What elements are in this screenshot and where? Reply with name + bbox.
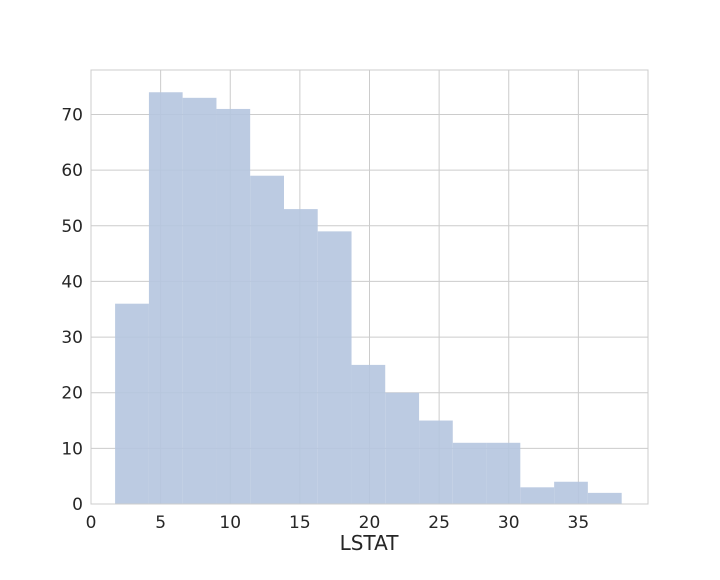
- y-tick-label: 10: [61, 439, 83, 459]
- histogram-bar: [351, 364, 386, 504]
- y-tick-label: 40: [61, 272, 83, 292]
- histogram-bar: [419, 420, 453, 504]
- y-tick-label: 30: [61, 328, 83, 348]
- histogram-bar: [284, 209, 318, 504]
- x-tick-label: 25: [428, 513, 450, 533]
- y-tick-label: 60: [61, 161, 83, 181]
- histogram-bar: [554, 481, 588, 504]
- x-tick-label: 0: [86, 513, 97, 533]
- y-tick-label: 70: [61, 106, 83, 126]
- histogram-bar: [115, 303, 149, 504]
- histogram-bar: [148, 92, 183, 504]
- plot-frame: [90, 69, 649, 505]
- x-tick-label: 20: [359, 513, 381, 533]
- x-tick-label: 35: [568, 513, 590, 533]
- histogram-bar: [182, 97, 217, 505]
- histogram-bar: [587, 492, 622, 504]
- y-tick-label: 50: [61, 217, 83, 237]
- x-axis-tick-labels: 0 5 10 15 20 25 30 35: [86, 513, 590, 533]
- x-axis-label: LSTAT: [340, 531, 400, 555]
- x-tick-label: 5: [155, 513, 166, 533]
- x-tick-label: 15: [289, 513, 311, 533]
- y-tick-label: 20: [61, 384, 83, 404]
- x-tick-label: 30: [498, 513, 520, 533]
- histogram-bar: [216, 108, 251, 504]
- x-tick-label: 10: [219, 513, 241, 533]
- histogram-bar: [385, 392, 420, 504]
- histogram-bar: [486, 442, 521, 504]
- bars-layer: [115, 92, 622, 505]
- histogram-bar: [317, 231, 352, 504]
- histogram-bar: [250, 175, 285, 504]
- y-axis-tick-labels: 0 10 20 30 40 50 60 70: [61, 106, 83, 515]
- y-tick-label: 0: [72, 495, 83, 515]
- histogram-bar: [520, 487, 555, 504]
- plot-frame-layer: [90, 69, 649, 505]
- histogram-bar: [452, 442, 487, 504]
